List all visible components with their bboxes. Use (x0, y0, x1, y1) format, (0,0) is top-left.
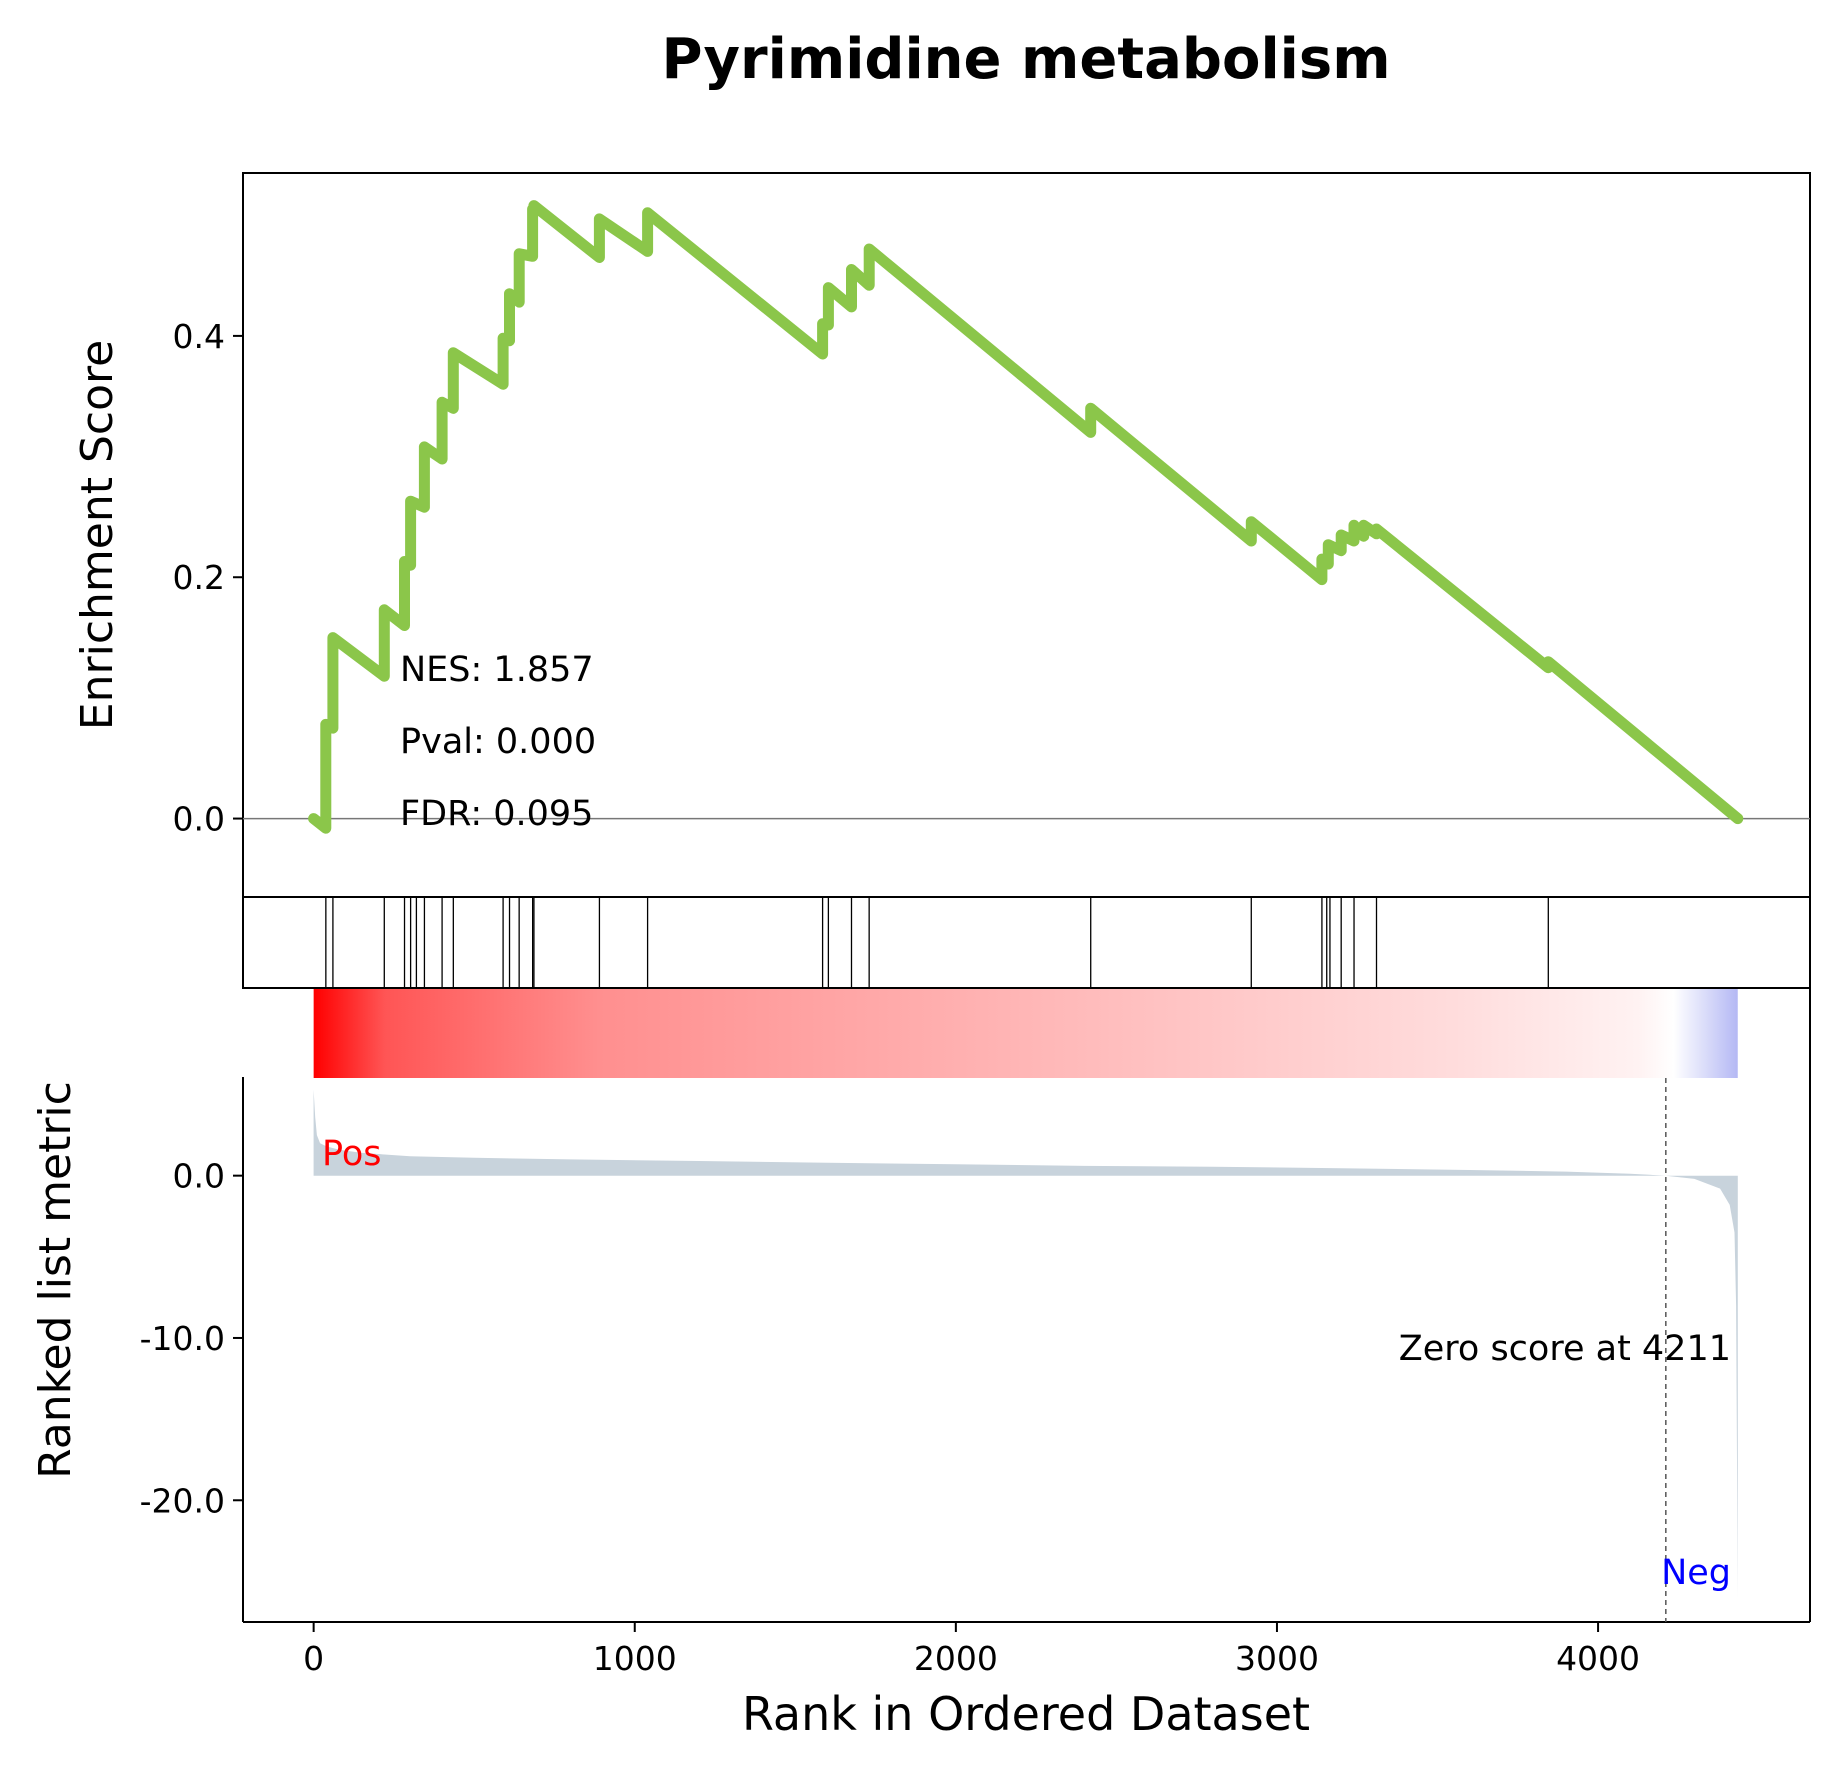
rank-ytick-label: -10.0 (140, 1319, 225, 1358)
pos-label: Pos (322, 1134, 382, 1174)
rank-ytick-label: -20.0 (140, 1481, 225, 1520)
pval-label: Pval: 0.000 (400, 722, 596, 762)
nes-label: NES: 1.857 (400, 650, 594, 690)
es-ylabel: Enrichment Score (72, 340, 123, 730)
xtick-label: 1000 (593, 1639, 677, 1678)
ranked-list-panel: 0.0-10.0-20.0 0 1000 2000 3000 4000 Pos Neg … (30, 988, 1811, 1741)
rank-ytick-label: 0.0 (173, 1157, 225, 1196)
es-ytick-label: 0.2 (173, 558, 225, 597)
neg-label: Neg (1661, 1553, 1731, 1593)
xtick-label: 3000 (1235, 1639, 1319, 1678)
rank-colorbar (313, 989, 1738, 1078)
es-ytick-label: 0.0 (173, 800, 225, 839)
fdr-label: FDR: 0.095 (400, 794, 593, 834)
hits-frame (242, 896, 1811, 989)
es-plot-frame (242, 172, 1811, 898)
rank-ylabel: Ranked list metric (30, 1081, 81, 1479)
chart-title: Pyrimidine metabolism (661, 27, 1390, 92)
x-axis-label: Rank in Ordered Dataset (742, 1687, 1310, 1741)
enrichment-score-line (308, 200, 1744, 834)
xtick-label: 2000 (914, 1639, 998, 1678)
es-ytick-label: 0.4 (173, 317, 225, 356)
enrichment-score-panel: 0.0 0.2 0.4 NES: 1.857 Pval: 0.000 FDR: 0.… (72, 172, 1811, 898)
rank-y-axis: 0.0 -10.0 -20.0 (140, 1157, 243, 1520)
es-y-axis: 0.0 0.2 0.4 (173, 317, 243, 839)
xtick-label: 4000 (1556, 1639, 1640, 1678)
xtick-label: 0 (303, 1639, 324, 1678)
rank-x-axis: 0 1000 2000 3000 4000 (303, 1622, 1640, 1678)
gene-hits-panel (242, 896, 1811, 989)
zero-score-label: Zero score at 4211 (1399, 1329, 1731, 1369)
hit-markers (325, 898, 1549, 987)
